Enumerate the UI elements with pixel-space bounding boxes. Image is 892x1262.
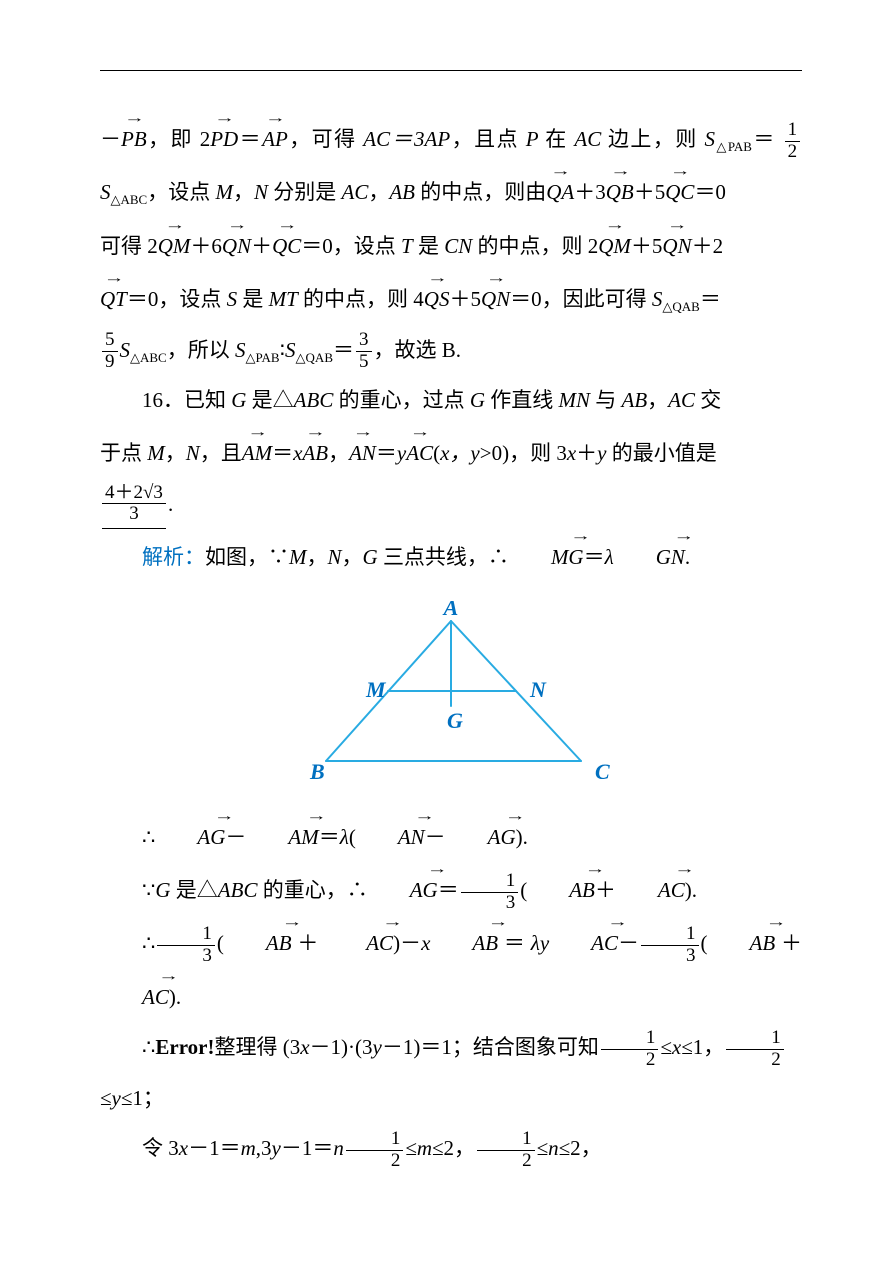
vector-qa: QA bbox=[546, 164, 574, 217]
vector-ap: AP bbox=[262, 111, 288, 164]
page: －PB，即 2PD＝AP，可得 AC＝3AP，且点 P 在 AC 边上，则 S△… bbox=[0, 0, 892, 1223]
triangle-figure: A B C M N G bbox=[100, 601, 802, 791]
svg-text:A: A bbox=[442, 601, 459, 620]
top-rule bbox=[100, 70, 802, 71]
question-16: 16．已知 G 是△ABC 的重心，过点 G 作直线 MN 与 AB，AC 交 bbox=[100, 375, 802, 425]
solution-label: 解析： bbox=[142, 545, 205, 569]
step-4: ∴Error!整理得 (3x－1)·(3y－1)＝1；结合图象可知12≤x≤1，… bbox=[100, 1022, 802, 1072]
paragraph-4: 59S△ABC，所以 S△PAB∶S△QAB＝35，故选 B. bbox=[100, 325, 802, 375]
fraction: 12 bbox=[785, 120, 801, 163]
solution-intro: 解析：如图，∵M，N，G 三点共线，∴MG＝λGN. bbox=[100, 529, 802, 582]
svg-text:G: G bbox=[447, 708, 463, 733]
vector-pd: PD bbox=[210, 111, 238, 164]
step-3: ∴13(AB＋AC)－xAB＝λyAC－13(AB＋AC). bbox=[100, 915, 802, 1022]
triangle-svg: A B C M N G bbox=[271, 601, 631, 786]
paragraph-1: －PB，即 2PD＝AP，可得 AC＝3AP，且点 P 在 AC 边上，则 S△… bbox=[100, 111, 802, 218]
svg-text:B: B bbox=[309, 759, 325, 784]
svg-text:M: M bbox=[365, 677, 387, 702]
svg-text:C: C bbox=[595, 759, 610, 784]
step-4b: ≤y≤1； bbox=[100, 1073, 802, 1123]
paragraph-3: QT＝0，设点 S 是 MT 的中点，则 4QS＋5QN＝0，因此可得 S△QA… bbox=[100, 271, 802, 324]
step-5: 令 3x－1＝m,3y－1＝n12≤m≤2，12≤n≤2， bbox=[100, 1123, 802, 1173]
question-16-line2: 于点 M，N，且AM＝xAB，AN＝yAC(x，y>0)，则 3x＋y 的最小值… bbox=[100, 425, 802, 478]
vector-pb: PB bbox=[121, 111, 147, 164]
svg-text:N: N bbox=[529, 677, 547, 702]
